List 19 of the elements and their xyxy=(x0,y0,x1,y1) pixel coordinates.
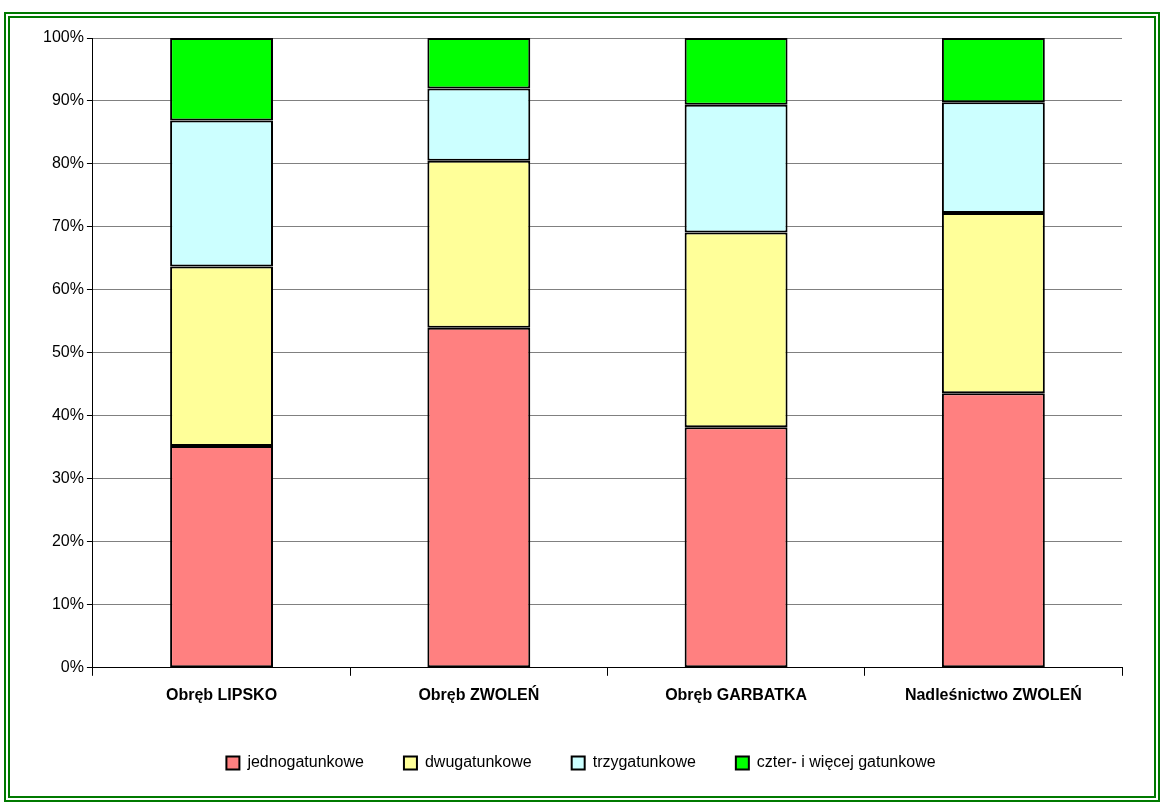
y-tick-label: 50% xyxy=(51,343,84,361)
x-tick-label: Obręb ZWOLEŃ xyxy=(418,684,540,703)
y-tick-label: 70% xyxy=(51,217,84,235)
legend-label: jednogatunkowe xyxy=(246,753,365,771)
x-tick-label: Nadleśnictwo ZWOLEŃ xyxy=(904,684,1082,703)
y-tick-label: 30% xyxy=(51,469,84,487)
y-tick-label: 80% xyxy=(51,154,84,172)
y-tick-label: 20% xyxy=(51,532,84,550)
y-tick-label: 60% xyxy=(51,280,84,298)
legend-label: dwugatunkowe xyxy=(424,753,532,771)
y-tick-label: 90% xyxy=(51,91,84,109)
y-tick-label: 10% xyxy=(51,595,84,613)
legend-label: trzygatunkowe xyxy=(592,753,696,771)
y-tick-label: 100% xyxy=(43,28,84,46)
y-tick-label: 40% xyxy=(51,406,84,424)
x-tick-label: Obręb GARBATKA xyxy=(665,685,808,703)
y-tick-label: 0% xyxy=(60,658,84,676)
legend-label: czter- i więcej gatunkowe xyxy=(756,753,936,771)
x-tick-label: Obręb LIPSKO xyxy=(165,685,278,703)
